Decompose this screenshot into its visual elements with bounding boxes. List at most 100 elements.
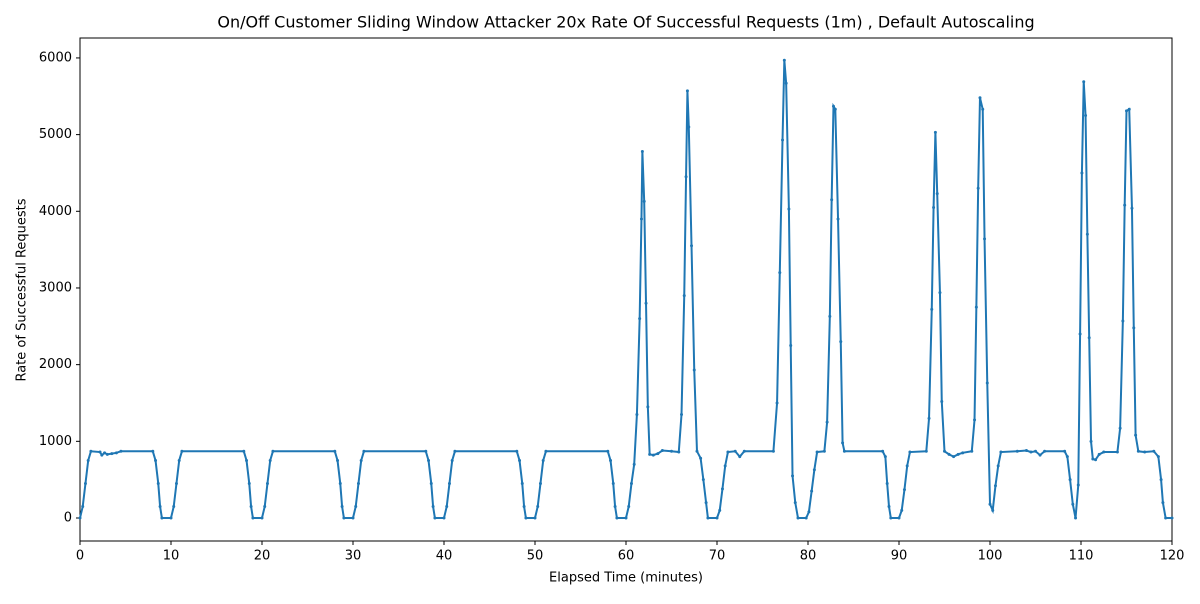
data-point [810,489,814,493]
data-point [690,244,694,248]
data-point [742,449,746,453]
data-point [699,456,703,460]
data-point [680,412,684,416]
plot-area [79,37,1173,542]
data-point [889,516,893,520]
data-point [260,516,264,520]
data-point [1152,449,1156,453]
data-point [938,291,942,295]
data-point [169,516,173,520]
y-tick-label: 3000 [39,280,72,295]
data-point [265,481,269,485]
data-point [883,455,887,459]
data-point [932,205,936,209]
data-point [336,458,340,462]
data-point [442,516,446,520]
data-point [985,381,989,385]
data-point [933,130,937,134]
data-point [1156,455,1160,459]
data-point [648,452,652,456]
data-point [242,449,246,453]
data-point [1115,450,1119,454]
data-point [1118,426,1122,430]
chart-title: On/Off Customer Sliding Window Attacker … [217,13,1034,32]
x-tick-label: 10 [163,549,180,564]
data-point [881,449,885,453]
data-point [695,449,699,453]
data-point [656,452,660,456]
data-point [791,474,795,478]
data-point [701,478,705,482]
data-point [638,317,642,321]
data-point [815,450,819,454]
data-point [1071,502,1075,506]
data-point [956,452,960,456]
data-point [105,452,109,456]
data-point [723,464,727,468]
data-point [947,452,951,456]
data-point [973,418,977,422]
data-point [518,458,522,462]
data-point [670,449,673,453]
data-point [180,449,184,453]
data-point [704,501,708,505]
data-point [771,449,775,453]
data-point [841,441,845,445]
data-point [1164,516,1168,520]
data-point [1170,516,1174,520]
x-tick-label: 90 [891,549,908,564]
data-point [839,340,843,344]
data-point [433,516,437,520]
y-tick-label: 6000 [39,50,72,65]
data-point [342,516,346,520]
data-point [825,420,829,424]
data-point [427,458,431,462]
x-tick-label: 80 [800,549,817,564]
data-point [952,455,956,459]
data-point [1102,450,1106,454]
data-point [251,516,255,520]
data-point [624,516,628,520]
data-point [431,504,435,508]
data-point [615,516,619,520]
data-point [682,294,686,298]
data-point [1130,206,1134,210]
data-point [775,401,779,405]
data-point [996,464,1000,468]
data-point [100,453,104,457]
data-point [684,175,688,179]
data-point [1094,458,1098,462]
x-tick-label: 40 [436,549,453,564]
x-axis-label: Elapsed Time (minutes) [549,571,703,586]
data-point [988,502,992,506]
data-point [1078,332,1082,336]
data-point [778,271,782,275]
data-point [646,405,650,409]
data-point [249,504,253,508]
data-point [536,504,540,508]
data-point [830,198,834,202]
data-point [609,458,613,462]
data-point [110,452,114,456]
data-point [1038,453,1042,457]
data-point [639,217,643,221]
data-point [627,504,631,508]
data-point [902,488,906,492]
data-point [781,138,785,142]
x-tick-label: 120 [1160,549,1185,564]
data-point [1097,452,1101,456]
data-point [991,508,995,512]
data-point [897,516,901,520]
data-point [635,412,639,416]
data-point [940,399,944,403]
data-point [86,458,90,462]
data-point [174,481,178,485]
data-point [356,481,360,485]
data-point [268,458,272,462]
data-point [1136,449,1140,453]
data-point [1134,433,1138,437]
data-point [103,451,107,455]
data-point [81,504,85,508]
data-point [983,237,987,241]
data-point [961,451,965,455]
